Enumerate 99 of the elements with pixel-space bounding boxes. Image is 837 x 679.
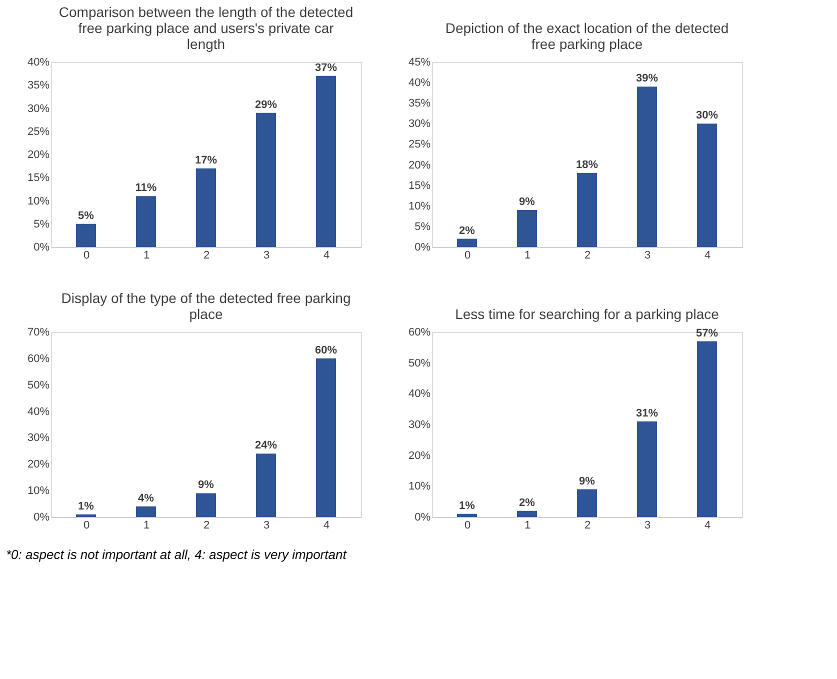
- data-label: 2%: [519, 496, 536, 509]
- data-label: 30%: [696, 110, 718, 122]
- x-tick-label: 4: [323, 520, 330, 532]
- x-tick-label: 4: [704, 520, 711, 532]
- y-tick-label: 50%: [27, 379, 50, 392]
- x-tick-label: 2: [203, 520, 210, 532]
- bar: [457, 514, 477, 517]
- data-label: 5%: [78, 210, 94, 222]
- x-tick-label: 3: [644, 520, 651, 532]
- x-tick-label: 2: [203, 250, 210, 262]
- x-tick-label: 1: [143, 520, 150, 532]
- data-label: 39%: [636, 72, 658, 85]
- y-tick-label: 0%: [34, 242, 50, 254]
- data-label: 4%: [138, 492, 154, 504]
- x-tick-label: 3: [263, 520, 270, 532]
- chart-title: Comparison between the length of the detected free parking place and users's private car length: [58, 4, 354, 52]
- y-tick-label: 20%: [408, 450, 431, 462]
- data-label: 37%: [314, 62, 338, 74]
- y-tick-label: 25%: [27, 126, 50, 138]
- y-tick-label: 15%: [408, 180, 431, 192]
- data-label: 2%: [459, 224, 476, 237]
- bar: [577, 489, 597, 517]
- bar: [76, 224, 96, 247]
- bar: [136, 506, 156, 517]
- x-tick-label: 1: [524, 250, 531, 262]
- data-label: 9%: [579, 475, 596, 488]
- x-tick-label: 4: [323, 250, 330, 262]
- chart-title: Display of the type of the detected free parking place: [61, 290, 351, 322]
- data-label: 60%: [314, 344, 338, 356]
- x-tick-label: 3: [263, 250, 270, 262]
- bar: [136, 196, 156, 247]
- data-label: 31%: [636, 407, 658, 420]
- y-tick-label: 30%: [408, 118, 431, 130]
- x-tick-label: 0: [83, 520, 90, 532]
- y-tick-label: 50%: [408, 357, 431, 370]
- y-tick-label: 60%: [27, 352, 50, 365]
- x-tick-label: 0: [464, 250, 471, 262]
- text: *0: aspect is not important at all, 4: aspect is very important: [6, 547, 348, 562]
- y-tick-label: 20%: [27, 458, 50, 471]
- y-tick-label: 40%: [27, 56, 50, 68]
- data-label: 9%: [519, 196, 536, 208]
- data-label: 1%: [459, 500, 476, 512]
- bar: [697, 124, 717, 247]
- bar: [316, 358, 336, 517]
- bar: [256, 454, 276, 517]
- y-tick-label: 25%: [408, 138, 431, 151]
- chart-title: Depiction of the exact location of the detected free parking place: [445, 20, 729, 52]
- x-tick-label: 2: [584, 520, 591, 532]
- y-tick-label: 40%: [408, 388, 431, 400]
- data-label: 9%: [198, 479, 214, 492]
- y-tick-label: 10%: [27, 485, 50, 498]
- x-tick-label: 3: [644, 250, 651, 262]
- data-label: 11%: [135, 182, 157, 194]
- y-tick-label: 5%: [414, 220, 431, 233]
- bar: [637, 421, 657, 517]
- data-label: 57%: [696, 327, 718, 340]
- x-tick-label: 4: [704, 250, 711, 262]
- y-tick-label: 0%: [414, 242, 431, 254]
- data-label: 1%: [78, 500, 94, 512]
- y-tick-label: 35%: [27, 80, 50, 92]
- bar: [577, 173, 597, 247]
- bar: [256, 112, 276, 247]
- data-label: 17%: [194, 154, 218, 166]
- data-label: 24%: [254, 440, 278, 452]
- y-tick-label: 40%: [27, 406, 50, 418]
- chart-title: Less time for searching for a parking place: [455, 306, 720, 322]
- y-tick-label: 30%: [27, 432, 50, 444]
- y-tick-label: 30%: [27, 102, 50, 115]
- y-tick-label: 45%: [408, 56, 431, 68]
- bar: [697, 341, 717, 517]
- y-tick-label: 0%: [414, 512, 431, 524]
- x-tick-label: 1: [524, 520, 531, 532]
- y-tick-label: 5%: [34, 218, 50, 230]
- data-label: 29%: [254, 98, 278, 111]
- y-tick-label: 60%: [408, 326, 431, 338]
- x-tick-label: 1: [143, 250, 150, 262]
- y-tick-label: 10%: [408, 200, 431, 212]
- y-tick-label: 35%: [408, 98, 431, 110]
- x-tick-label: 2: [584, 250, 591, 262]
- y-tick-label: 10%: [27, 195, 50, 208]
- bar: [637, 86, 657, 247]
- data-label: 18%: [576, 159, 598, 171]
- bar: [196, 168, 216, 247]
- x-tick-label: 0: [83, 250, 90, 262]
- y-tick-label: 20%: [27, 149, 50, 161]
- y-tick-label: 30%: [408, 419, 431, 431]
- y-tick-label: 70%: [27, 326, 50, 338]
- bar: [196, 493, 216, 517]
- y-tick-label: 10%: [408, 480, 431, 493]
- y-tick-label: 0%: [34, 512, 50, 524]
- x-tick-label: 0: [464, 520, 471, 532]
- bar: [457, 238, 477, 247]
- bar: [517, 510, 537, 517]
- y-tick-label: 15%: [27, 172, 50, 184]
- bar: [517, 210, 537, 247]
- bar: [316, 76, 336, 247]
- y-tick-label: 40%: [408, 77, 431, 90]
- bar: [76, 514, 96, 517]
- y-tick-label: 20%: [408, 159, 431, 172]
